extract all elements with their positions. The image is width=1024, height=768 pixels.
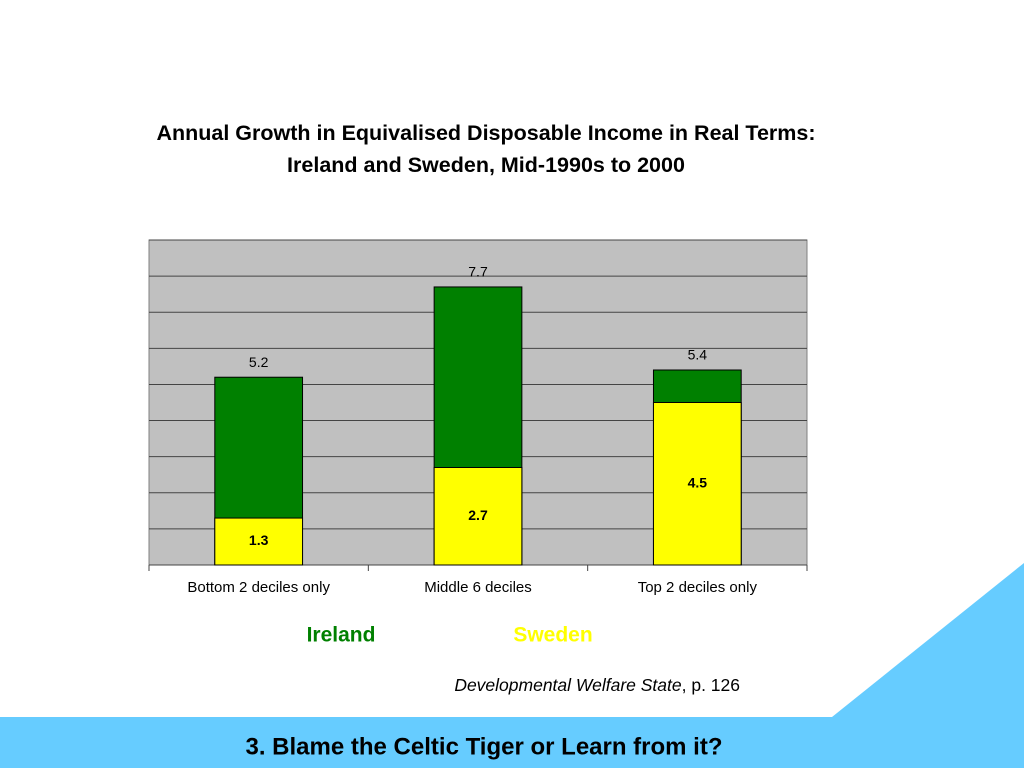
source-title: Developmental Welfare State [454, 675, 682, 695]
bar [433, 467, 523, 566]
x-tick-label: Middle 6 deciles [424, 579, 532, 596]
value-label: 4.5 [688, 474, 708, 490]
value-label: 7.7 [468, 264, 488, 280]
bar [214, 517, 304, 566]
value-label: 1.3 [249, 532, 269, 548]
source-page: , p. 126 [682, 675, 740, 695]
value-label: 2.7 [468, 507, 488, 523]
source: Developmental Welfare State, p. 126 [454, 675, 740, 695]
bar [652, 402, 742, 566]
legend-entry: Sweden [513, 624, 592, 647]
footer-band [0, 717, 1024, 768]
value-label: 5.4 [688, 347, 708, 363]
corner-triangle [832, 563, 1024, 717]
value-label: 5.2 [249, 354, 269, 370]
x-tick-label: Top 2 deciles only [638, 579, 758, 596]
slide-title: 3. Blame the Celtic Tiger or Learn from … [246, 733, 723, 760]
chart-title: Annual Growth in Equivalised Disposable … [156, 121, 816, 177]
legend-entry: Ireland [307, 624, 376, 647]
x-tick-label: Bottom 2 deciles only [187, 579, 330, 596]
